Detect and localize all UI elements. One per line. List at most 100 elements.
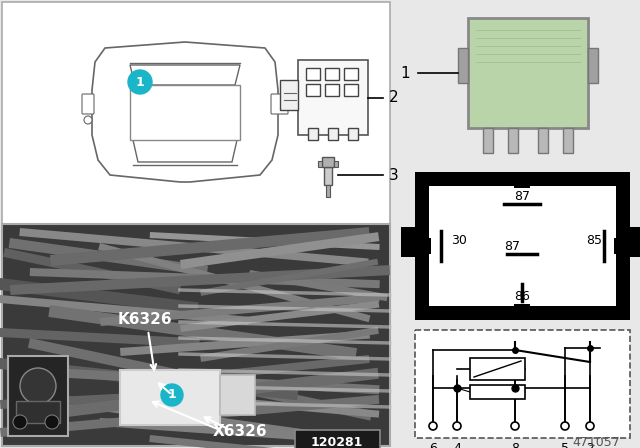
Bar [334, 161, 338, 167]
Bar [344, 68, 358, 80]
Bar [220, 375, 255, 415]
Bar [415, 330, 630, 438]
Bar [2, 224, 390, 446]
PathPatch shape [92, 42, 278, 182]
Bar [10, 265, 390, 295]
Text: 1: 1 [168, 388, 177, 401]
Bar [8, 238, 208, 276]
Bar [324, 167, 332, 185]
Circle shape [561, 422, 569, 430]
Circle shape [161, 384, 183, 406]
Bar [470, 385, 525, 399]
Bar [200, 259, 378, 296]
Text: 85: 85 [586, 234, 602, 247]
Bar [508, 128, 518, 153]
Bar [29, 268, 380, 288]
Bar [2, 2, 390, 224]
Bar [344, 84, 358, 96]
Bar [49, 368, 380, 394]
Bar [98, 243, 371, 322]
Bar [328, 128, 338, 140]
Bar [0, 395, 380, 437]
Bar [483, 128, 493, 153]
Bar [200, 327, 379, 362]
Text: 6: 6 [429, 441, 437, 448]
Bar [326, 185, 330, 197]
Bar [16, 401, 60, 423]
PathPatch shape [133, 140, 237, 162]
Circle shape [20, 368, 56, 404]
Bar [322, 157, 334, 167]
Bar [120, 331, 370, 356]
Bar [28, 338, 372, 421]
Bar [298, 60, 368, 135]
Text: 3: 3 [389, 168, 399, 182]
Text: 5: 5 [561, 441, 569, 448]
Bar [200, 395, 380, 418]
Circle shape [511, 422, 519, 430]
Bar [514, 172, 530, 188]
Bar [49, 305, 357, 360]
Bar [180, 301, 380, 332]
Bar [348, 128, 358, 140]
Circle shape [586, 422, 594, 430]
Bar [325, 68, 339, 80]
Text: 8: 8 [511, 441, 519, 448]
PathPatch shape [130, 65, 240, 85]
Bar [588, 48, 598, 83]
Bar [429, 186, 616, 306]
Bar [401, 227, 415, 257]
Bar [318, 161, 322, 167]
Circle shape [13, 415, 27, 429]
Bar [150, 232, 380, 250]
Text: 4: 4 [453, 441, 461, 448]
Bar [538, 128, 548, 153]
Bar [50, 227, 370, 266]
Text: 87: 87 [514, 190, 530, 202]
Text: 30: 30 [451, 234, 467, 247]
Bar [0, 295, 249, 325]
Bar [149, 435, 379, 448]
Bar [514, 304, 530, 320]
Bar [325, 84, 339, 96]
Text: 471057: 471057 [572, 435, 620, 448]
Text: 1: 1 [136, 76, 145, 89]
Bar [8, 388, 376, 448]
Circle shape [429, 422, 437, 430]
Bar [0, 358, 298, 401]
Text: K6326: K6326 [118, 313, 172, 327]
Bar [630, 227, 640, 257]
Bar [50, 368, 379, 419]
Bar [3, 248, 181, 294]
Circle shape [84, 116, 92, 124]
Text: 2: 2 [389, 90, 399, 105]
Text: 120281: 120281 [311, 436, 363, 448]
Bar [306, 68, 320, 80]
Bar [306, 84, 320, 96]
Text: X6326: X6326 [212, 425, 268, 439]
Text: 2: 2 [586, 441, 594, 448]
Bar [468, 18, 588, 128]
Bar [415, 238, 431, 254]
Bar [100, 293, 380, 326]
Bar [614, 238, 630, 254]
Text: 86: 86 [514, 289, 530, 302]
FancyBboxPatch shape [271, 94, 288, 114]
FancyBboxPatch shape [82, 94, 94, 114]
Bar [470, 358, 525, 380]
Bar [8, 356, 68, 436]
Bar [150, 355, 370, 386]
Text: 87: 87 [504, 240, 520, 253]
Bar [0, 387, 250, 409]
Circle shape [45, 415, 59, 429]
Bar [308, 128, 318, 140]
Bar [563, 128, 573, 153]
Bar [180, 232, 380, 269]
Bar [120, 370, 220, 425]
Bar [458, 48, 468, 83]
Bar [99, 418, 380, 445]
Bar [280, 80, 298, 110]
Bar [295, 430, 380, 448]
Bar [0, 278, 198, 314]
Bar [0, 328, 200, 348]
